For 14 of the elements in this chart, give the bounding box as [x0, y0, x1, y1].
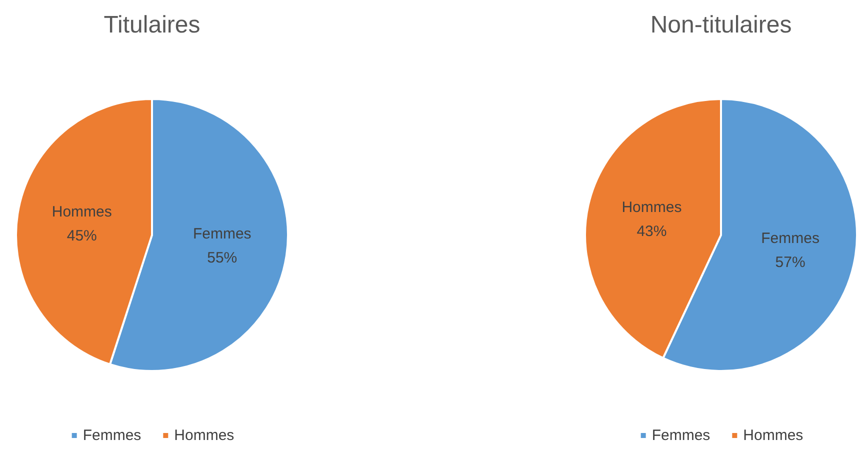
slice-label: Femmes	[761, 230, 820, 247]
data-label: 55%	[207, 250, 238, 267]
data-label: 57%	[775, 254, 806, 271]
data-label: 43%	[636, 223, 667, 240]
data-label: 45%	[66, 227, 97, 244]
legend-label: Hommes	[743, 427, 804, 444]
legend-label: Femmes	[82, 427, 142, 444]
legend-label: Femmes	[652, 427, 710, 444]
legend-label: Hommes	[174, 427, 234, 444]
chart-title: Non-titulaires	[650, 12, 792, 38]
chart-title: Titulaires	[104, 12, 200, 38]
slice-label: Femmes	[192, 226, 252, 243]
slice-label: Hommes	[622, 199, 682, 216]
slice-label: Hommes	[52, 203, 112, 220]
